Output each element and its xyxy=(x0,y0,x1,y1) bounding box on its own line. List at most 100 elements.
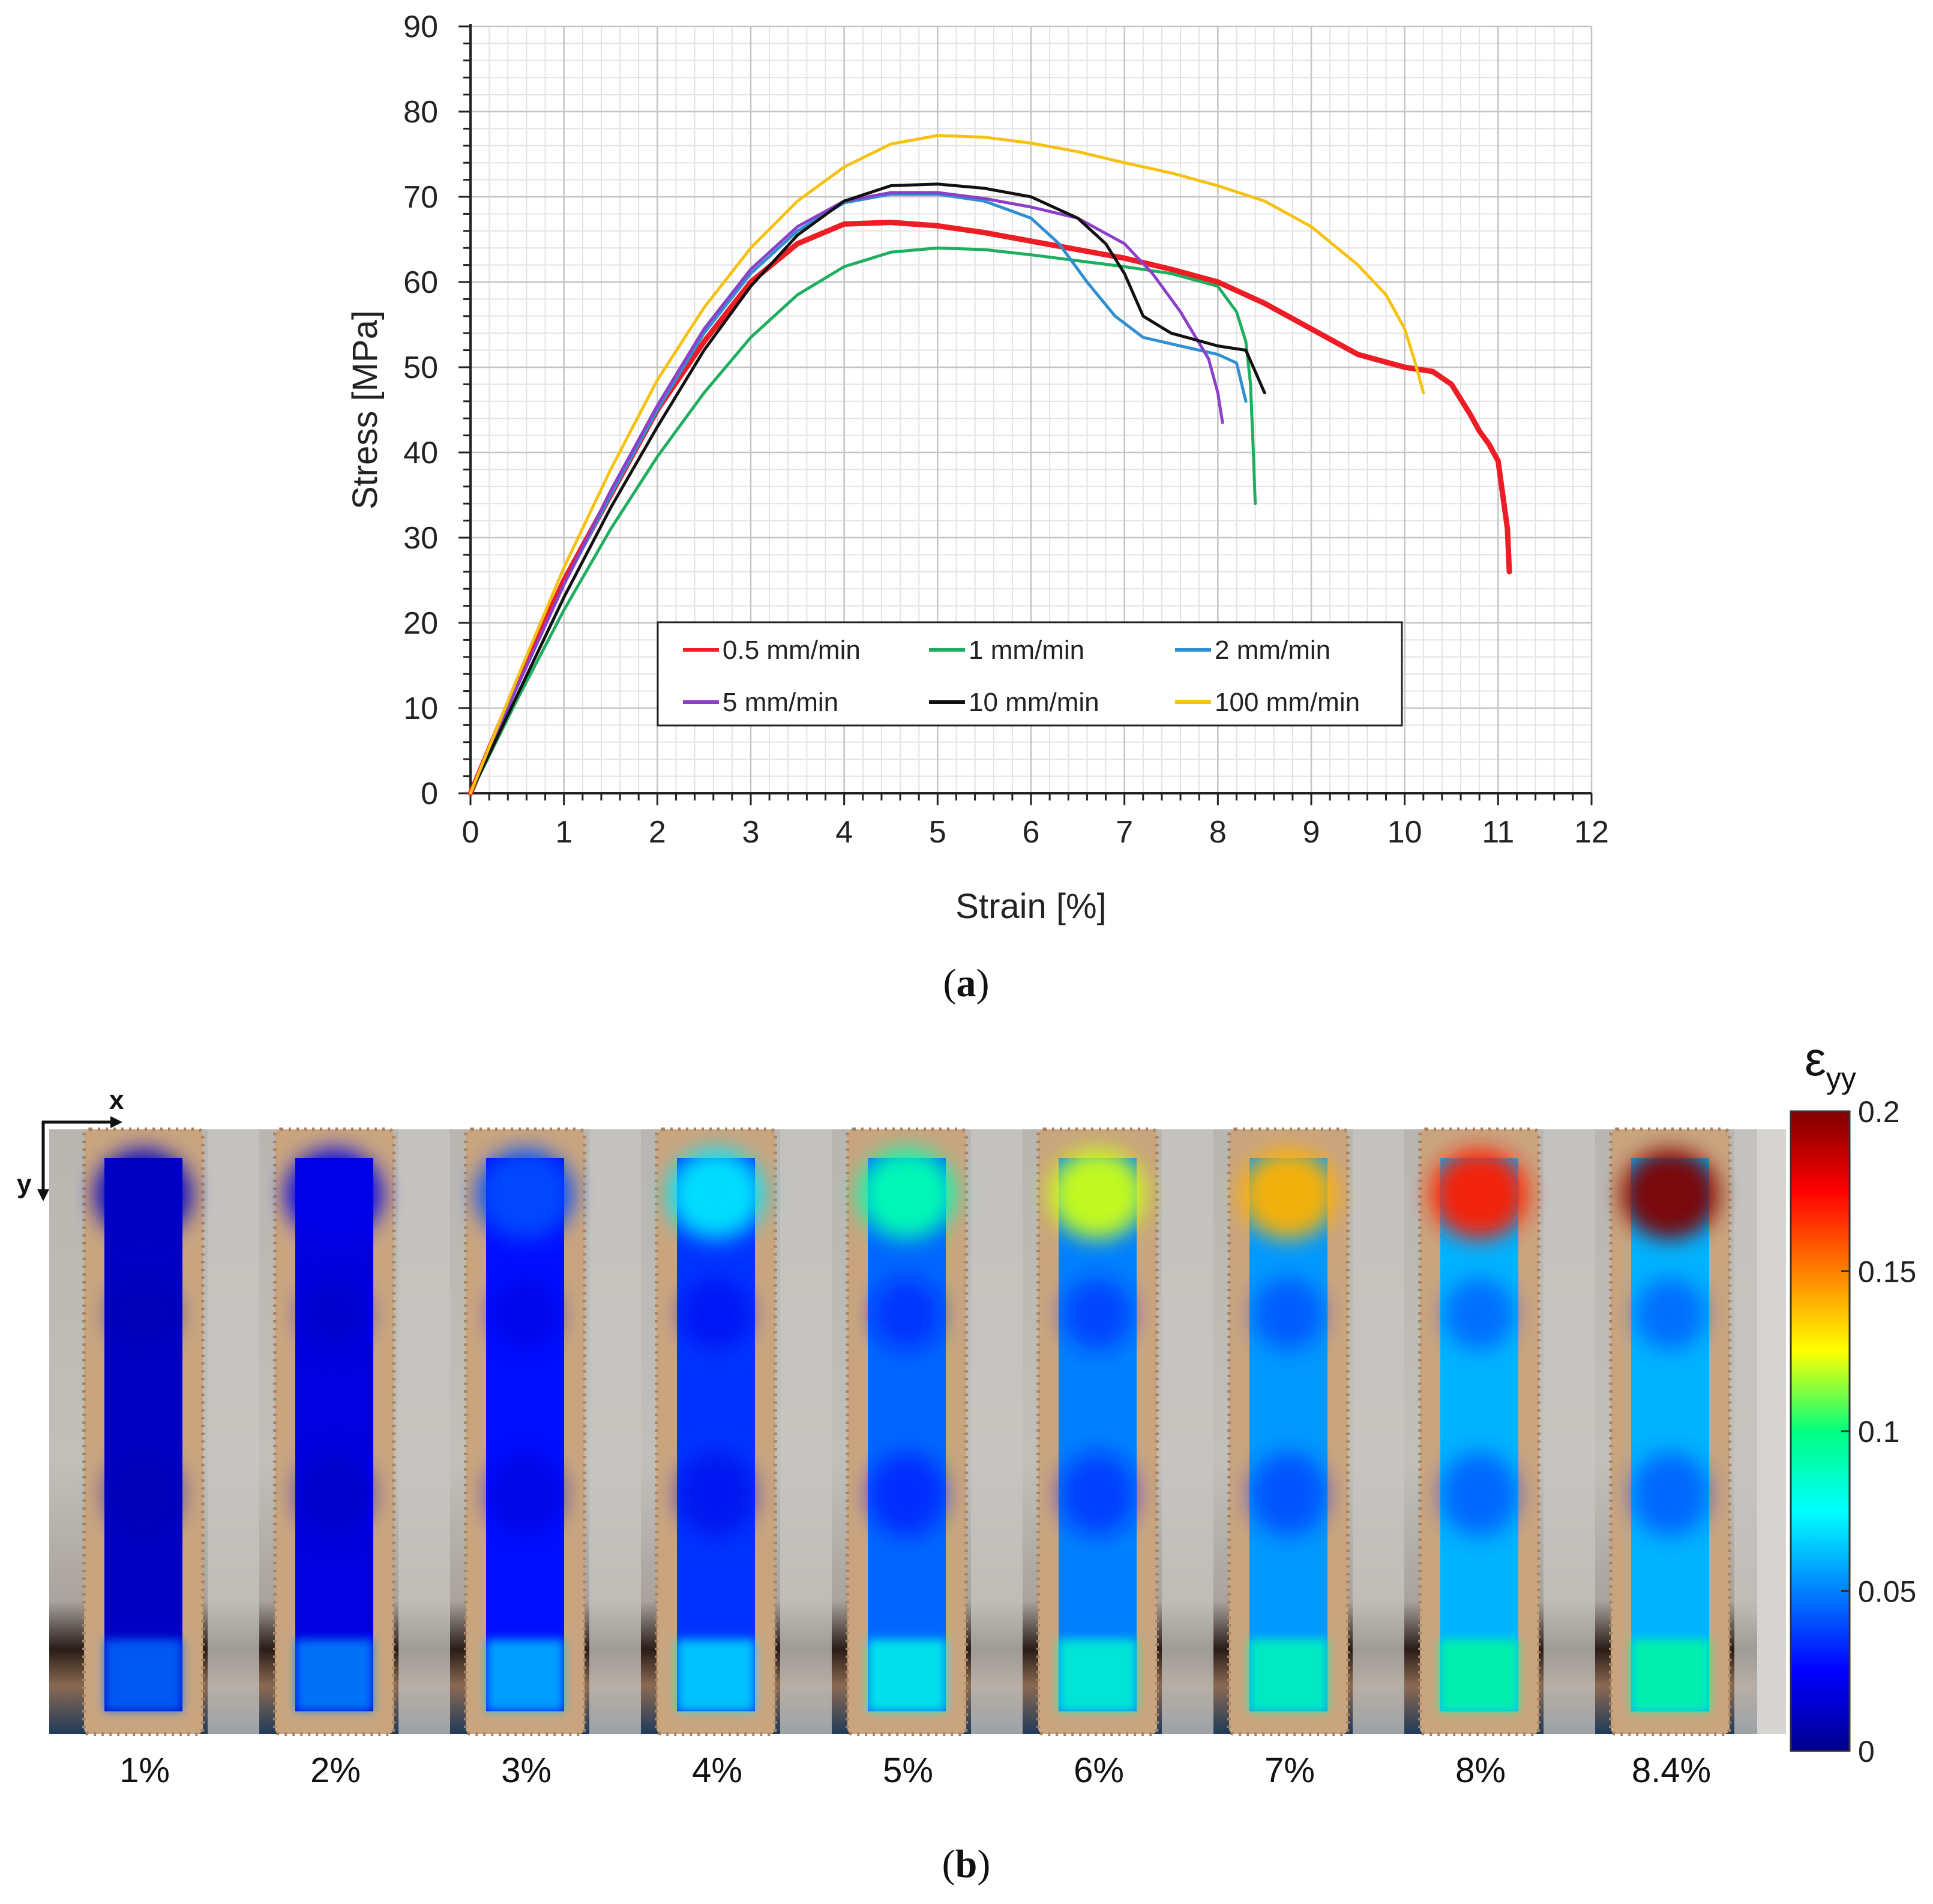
colorbar-tick-label: 0.2 xyxy=(1858,1095,1900,1129)
strain-map-hot-spot xyxy=(476,1149,574,1239)
series-lines xyxy=(467,134,1512,796)
strain-map-low-band xyxy=(681,1278,751,1350)
x-tick-label: 2 xyxy=(649,815,666,850)
frame-label-0: 1% xyxy=(119,1751,170,1790)
legend-label-2: 2 mm/min xyxy=(1215,635,1330,665)
specimen-frame-3 xyxy=(655,1128,832,1736)
grip-shadow xyxy=(208,1129,259,1734)
x-tick-label: 9 xyxy=(1303,815,1320,850)
strain-map-low-band xyxy=(1062,1278,1133,1350)
specimen-frame-6 xyxy=(1227,1128,1404,1736)
x-tick-label: 4 xyxy=(835,815,853,850)
x-arrow-head xyxy=(110,1116,122,1128)
y-tick-label: 20 xyxy=(403,606,438,641)
specimen-frame-7 xyxy=(1418,1128,1595,1736)
grip-shadow xyxy=(780,1129,832,1734)
frame-label-8: 8.4% xyxy=(1632,1751,1711,1790)
series-line-3 xyxy=(469,191,1224,795)
frame-label-1: 2% xyxy=(310,1751,361,1790)
grip-shadow xyxy=(589,1129,641,1734)
y-tick-label: 50 xyxy=(403,350,438,385)
x-tick-label: 1 xyxy=(555,815,573,850)
dic-strain-panel: x y 1% 2% 3% 4% 5% 6% 7% 8% 8.4% 0 0.05 0.1 0.15 0.2… xyxy=(17,1032,1916,1886)
strain-map-low-band xyxy=(1635,1278,1706,1350)
strain-map-bottom-zone xyxy=(1440,1639,1518,1711)
strain-map-hot-spot xyxy=(1049,1149,1146,1239)
legend: 0.5 mm/min 1 mm/min 2 mm/min 5 mm/min 10 mm/… xyxy=(657,621,1403,727)
strain-map-low-band xyxy=(1253,1278,1324,1350)
y-tick-label: 60 xyxy=(403,265,438,300)
axes xyxy=(458,24,1593,805)
colorbar-ticks: 0 0.05 0.1 0.15 0.2 xyxy=(1841,1095,1916,1768)
strain-map-base xyxy=(1249,1158,1327,1711)
legend-label-5: 100 mm/min xyxy=(1215,688,1360,717)
x-tick-label: 8 xyxy=(1209,815,1227,850)
strain-map-low-band xyxy=(486,1452,564,1536)
panel-label-b: (b) xyxy=(942,1842,991,1886)
strain-map-bottom-zone xyxy=(1059,1639,1137,1711)
strain-map-hot-spot xyxy=(95,1149,192,1239)
strain-map-hot-spot xyxy=(667,1149,765,1239)
specimen-frame-4 xyxy=(846,1128,1023,1736)
series-line-0 xyxy=(467,220,1512,796)
y-axis-label: Stress [MPa] xyxy=(346,310,385,509)
y-axis-letter: y xyxy=(17,1170,32,1199)
y-tick-label: 40 xyxy=(403,436,438,470)
strain-map-bottom-zone xyxy=(677,1639,755,1711)
specimen-frame-0 xyxy=(82,1128,259,1736)
strain-map-base xyxy=(1059,1158,1137,1711)
strain-map-base xyxy=(1440,1158,1518,1711)
strain-map-hot-spot xyxy=(1622,1149,1719,1239)
strain-map-base xyxy=(104,1158,182,1711)
x-tick-label: 11 xyxy=(1482,815,1514,850)
strain-map-base xyxy=(1631,1158,1709,1711)
strain-map-low-band xyxy=(1059,1452,1137,1536)
y-arrow-head xyxy=(37,1189,49,1201)
strain-map-low-band xyxy=(871,1278,942,1350)
legend-label-1: 1 mm/min xyxy=(969,635,1084,665)
specimen-frame-8 xyxy=(1609,1128,1786,1736)
strain-map-low-band xyxy=(1444,1278,1515,1350)
legend-box xyxy=(657,621,1403,727)
strain-map-hot-spot xyxy=(286,1149,383,1239)
x-tick-label: 6 xyxy=(1023,815,1040,850)
strain-map-low-band xyxy=(299,1278,370,1350)
frame-label-6: 7% xyxy=(1264,1751,1315,1790)
strain-map-low-band xyxy=(295,1452,373,1536)
strain-map-base xyxy=(486,1158,564,1711)
frame-label-2: 3% xyxy=(501,1751,552,1790)
colorbar-gradient xyxy=(1790,1110,1851,1752)
strain-map-bottom-zone xyxy=(295,1639,373,1711)
colorbar-tick-label: 0.15 xyxy=(1858,1255,1916,1289)
frame-label-5: 6% xyxy=(1074,1751,1124,1790)
strain-map-low-band xyxy=(490,1278,561,1350)
strain-map-low-band xyxy=(868,1452,946,1536)
y-tick-labels: 0 10 20 30 40 50 60 70 80 90 xyxy=(403,10,438,811)
colorbar-title: εyy xyxy=(1805,1032,1856,1095)
colorbar: 0 0.05 0.1 0.15 0.2 εyy xyxy=(1790,1032,1916,1768)
series-line-4 xyxy=(469,182,1266,795)
strain-map-base xyxy=(868,1158,946,1711)
frame-strain-labels: 1% 2% 3% 4% 5% 6% 7% 8% 8.4% xyxy=(119,1751,1711,1790)
strain-map-base xyxy=(295,1158,373,1711)
strain-map-low-band xyxy=(104,1452,182,1536)
strain-map-bottom-zone xyxy=(486,1639,564,1711)
colorbar-tick-label: 0.05 xyxy=(1858,1575,1916,1609)
x-tick-label: 7 xyxy=(1116,815,1133,850)
specimen-frame-5 xyxy=(1036,1128,1213,1736)
strain-map-low-band xyxy=(1440,1452,1518,1536)
series-line-1 xyxy=(469,246,1257,795)
specimen-frames xyxy=(82,1128,1786,1736)
legend-label-0: 0.5 mm/min xyxy=(723,635,861,665)
specimen-frame-2 xyxy=(464,1128,641,1736)
grip-shadow xyxy=(398,1129,450,1734)
y-tick-label: 80 xyxy=(403,95,438,130)
y-tick-label: 0 xyxy=(421,776,438,811)
strain-map-bottom-zone xyxy=(868,1639,946,1711)
grip-shadow xyxy=(1734,1129,1786,1734)
panel-label-a: (a) xyxy=(943,961,990,1005)
x-axis-letter: x xyxy=(109,1086,124,1115)
